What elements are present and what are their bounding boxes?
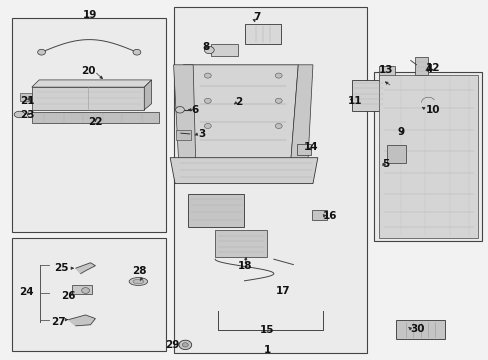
Circle shape [204,73,211,78]
Circle shape [182,343,188,347]
Circle shape [204,98,211,103]
Text: 7: 7 [253,12,260,22]
Text: 8: 8 [202,42,209,52]
Circle shape [175,107,184,113]
Bar [211,44,238,56]
Circle shape [204,46,214,54]
Polygon shape [170,158,317,184]
Text: 24: 24 [20,287,34,297]
Text: 27: 27 [51,317,66,327]
Bar [351,80,385,111]
Text: 20: 20 [81,66,95,76]
Ellipse shape [129,278,147,285]
Text: 11: 11 [347,96,362,106]
Text: 26: 26 [61,291,76,301]
Bar [378,66,394,81]
Text: 10: 10 [425,105,439,115]
Text: 3: 3 [198,129,205,139]
Text: 28: 28 [132,266,146,276]
Polygon shape [173,65,195,158]
Bar [416,88,435,110]
Ellipse shape [133,279,143,284]
Text: 1: 1 [264,345,270,355]
Text: 30: 30 [410,324,425,334]
Text: 2: 2 [234,96,242,107]
Text: 6: 6 [191,105,199,115]
Polygon shape [183,65,298,160]
Bar [32,112,159,123]
Text: 25: 25 [54,263,68,273]
Bar [311,210,326,220]
Circle shape [179,340,191,350]
Polygon shape [68,315,95,326]
Polygon shape [32,80,151,87]
Bar [176,130,190,140]
Text: 9: 9 [397,127,404,138]
Bar [414,57,427,75]
Circle shape [275,123,282,129]
Circle shape [204,123,211,129]
Bar [20,93,32,101]
Text: 12: 12 [425,63,439,73]
Bar [386,145,405,163]
Text: 14: 14 [304,142,318,152]
Text: 23: 23 [20,110,35,120]
Text: 15: 15 [260,325,274,336]
Bar [72,285,92,294]
Bar [12,238,166,351]
Circle shape [275,98,282,103]
Polygon shape [76,263,95,274]
Circle shape [38,49,45,55]
Bar [373,72,481,241]
Text: 16: 16 [322,211,337,221]
Circle shape [402,133,414,142]
Text: 18: 18 [238,261,252,271]
Ellipse shape [14,111,25,118]
Polygon shape [290,65,312,158]
Text: 19: 19 [83,10,98,20]
Polygon shape [378,75,477,238]
Text: 21: 21 [20,96,35,106]
Bar [395,320,444,339]
Bar [244,24,281,44]
Bar [396,119,420,131]
Text: 22: 22 [88,117,102,127]
Circle shape [81,288,89,293]
Circle shape [133,49,141,55]
Circle shape [275,73,282,78]
Text: 4: 4 [424,64,432,74]
Polygon shape [32,87,144,110]
Bar [173,7,366,353]
Text: 17: 17 [276,286,290,296]
Bar [12,18,166,232]
Bar [215,230,266,257]
Bar [297,144,310,155]
Bar [188,194,244,227]
Polygon shape [144,80,151,110]
Text: 13: 13 [378,65,393,75]
Text: 29: 29 [165,340,180,350]
Text: 5: 5 [382,159,389,169]
